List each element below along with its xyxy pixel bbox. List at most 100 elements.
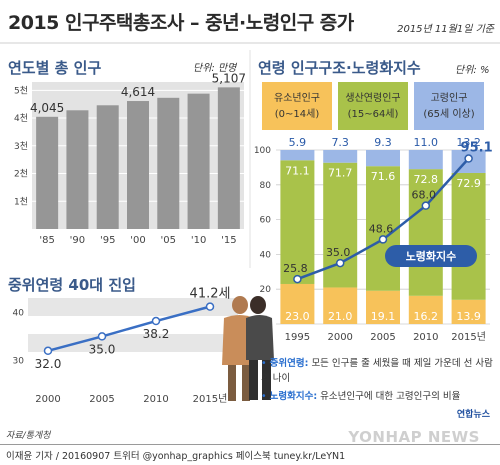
age-structure-y-tick: 80	[260, 181, 272, 191]
median-age-band-mid	[28, 334, 238, 352]
age-structure-y-tick: 100	[254, 146, 271, 156]
age-structure-title: 연령 인구구조·노령화지수	[258, 59, 421, 77]
population-bar	[96, 105, 119, 229]
page-title: 2015 인구주택총조사 – 중년·노령인구 증가	[8, 12, 354, 34]
population-x-ticks: '85 '90 '95 '00 '05 '10 '15	[39, 235, 236, 246]
age-structure-y-tick: 40	[260, 250, 272, 260]
age-structure-bar-segment	[366, 290, 400, 324]
median-age-x-tick: 2005	[89, 394, 114, 405]
age-structure-bar-segment	[366, 150, 400, 167]
median-age-point	[205, 302, 215, 311]
population-bar	[187, 93, 210, 230]
population-x-tick: '10	[191, 235, 206, 246]
median-age-title: 중위연령 40대 진입	[8, 276, 136, 294]
aging-index-value-label: 68.0	[412, 189, 437, 202]
population-x-tick: '95	[100, 235, 115, 246]
aging-index-definition: • 노령화지수: 유소년인구에 대한 고령인구의 비율	[261, 388, 497, 402]
population-bar	[66, 110, 89, 229]
median-age-path	[47, 305, 211, 353]
population-bar	[157, 97, 180, 229]
age-structure-segment-label: 5.9	[289, 136, 307, 149]
age-structure-bar-segment	[280, 283, 315, 324]
age-structure-bar-segment	[408, 295, 443, 324]
legend-label: 유소년인구	[274, 92, 320, 104]
median-age-value-label: 41.2세	[190, 287, 231, 302]
median-age-description: 모든 인구를 줄 세웠을 때 제일 가운데 선 사람의 나이	[261, 358, 493, 384]
median-age-y-tick: 30	[13, 356, 25, 366]
age-structure-segment-label: 13.2	[456, 136, 481, 149]
aging-index-label: 노령화지수	[406, 249, 457, 263]
population-bar	[36, 116, 59, 229]
population-bars	[36, 87, 240, 230]
population-bar	[217, 87, 240, 229]
age-structure-segment-label: 71.7	[328, 167, 353, 180]
age-structure-bar-segment	[451, 172, 486, 300]
population-x-tick: '00	[130, 235, 145, 246]
age-structure-bar-segment	[366, 166, 400, 291]
source-note: 자료/통계청	[6, 431, 51, 441]
couple-illustration	[222, 296, 274, 401]
median-age-x-tick: 2000	[35, 394, 60, 405]
age-structure-bar-segment	[451, 299, 486, 324]
aging-index-value-label: 48.6	[369, 222, 394, 235]
population-value-labels: 4,045 4,614 5,107	[30, 71, 246, 114]
median-age-value-label: 32.0	[35, 357, 62, 371]
age-structure-bar-segment	[280, 150, 315, 161]
population-y-tick: 1천	[14, 196, 28, 207]
age-structure-bar-segment	[323, 287, 358, 324]
aging-index-value-label: 95.1	[461, 141, 493, 156]
population-x-tick: '05	[161, 235, 176, 246]
median-age-definition: • 중위연령: 모든 인구를 줄 세웠을 때 제일 가운데 선 사람의 나이	[261, 356, 497, 386]
aging-index-callout: 노령화지수	[385, 245, 477, 267]
yonhap-logo: 연합뉴스	[456, 410, 490, 420]
legend-label: 생산연령인구	[345, 92, 400, 104]
median-age-term: 중위연령:	[269, 358, 309, 369]
age-structure-segment-label: 71.1	[285, 164, 310, 177]
aging-index-value-label: 25.8	[283, 262, 308, 275]
population-x-tick: '90	[70, 235, 85, 246]
population-unit: 단위: 만명	[193, 62, 238, 74]
age-structure-segment-label: 19.1	[371, 310, 396, 323]
median-age-y-ticks: 30 40	[13, 308, 25, 366]
age-structure-x-tick: 2005	[370, 332, 395, 343]
age-structure-segment-label: 23.0	[285, 310, 310, 323]
population-x-tick: '15	[221, 235, 236, 246]
median-age-point	[151, 316, 161, 326]
legend-range: (15~64세)	[348, 108, 399, 120]
population-value-label: 4,614	[121, 85, 155, 99]
bullet-icon: •	[261, 391, 267, 402]
age-structure-bar-segment	[280, 160, 315, 284]
age-structure-x-tick: 2015년	[451, 331, 486, 343]
age-structure-segment-label: 13.9	[456, 310, 481, 323]
aging-index-point	[293, 274, 302, 284]
age-structure-bar-segment	[408, 150, 443, 170]
legend-swatch	[338, 82, 408, 130]
aging-index-point	[421, 201, 431, 210]
aging-index-line: 25.8 35.0 48.6 68.0 95.1	[283, 141, 493, 284]
watermark: YONHAP NEWS	[348, 428, 480, 446]
median-age-value-label: 38.2	[143, 327, 170, 341]
aging-index-value-label: 35.0	[326, 246, 351, 259]
aging-index-point	[378, 235, 388, 244]
population-value-label: 4,045	[30, 101, 64, 115]
median-age-point	[43, 346, 53, 356]
age-structure-x-ticks: 1995 2000 2005 2010 2015년	[285, 331, 486, 343]
aging-index-point	[464, 154, 473, 163]
median-age-x-tick: 2015년	[193, 393, 228, 405]
legend-range: (0~14세)	[275, 108, 320, 120]
median-age-x-tick: 2010	[143, 394, 168, 405]
age-structure-segment-label: 71.6	[371, 170, 396, 183]
age-structure-segment-label: 7.3	[331, 136, 349, 149]
population-y-tick: 5천	[14, 85, 28, 96]
age-structure-x-tick: 2010	[413, 332, 438, 343]
age-structure-legend: 유소년인구 (0~14세) 생산연령인구 (15~64세) 고령인구 (65세 이상)	[262, 82, 484, 130]
population-x-tick: '85	[39, 235, 54, 246]
legend-label: 고령인구	[431, 92, 468, 104]
population-bar	[127, 101, 149, 229]
legend-swatch	[414, 82, 484, 130]
age-structure-segment-label: 11.0	[414, 136, 439, 149]
bullet-icon: •	[261, 358, 267, 369]
median-age-y-tick: 40	[13, 308, 25, 318]
age-structure-x-tick: 1995	[285, 332, 310, 343]
